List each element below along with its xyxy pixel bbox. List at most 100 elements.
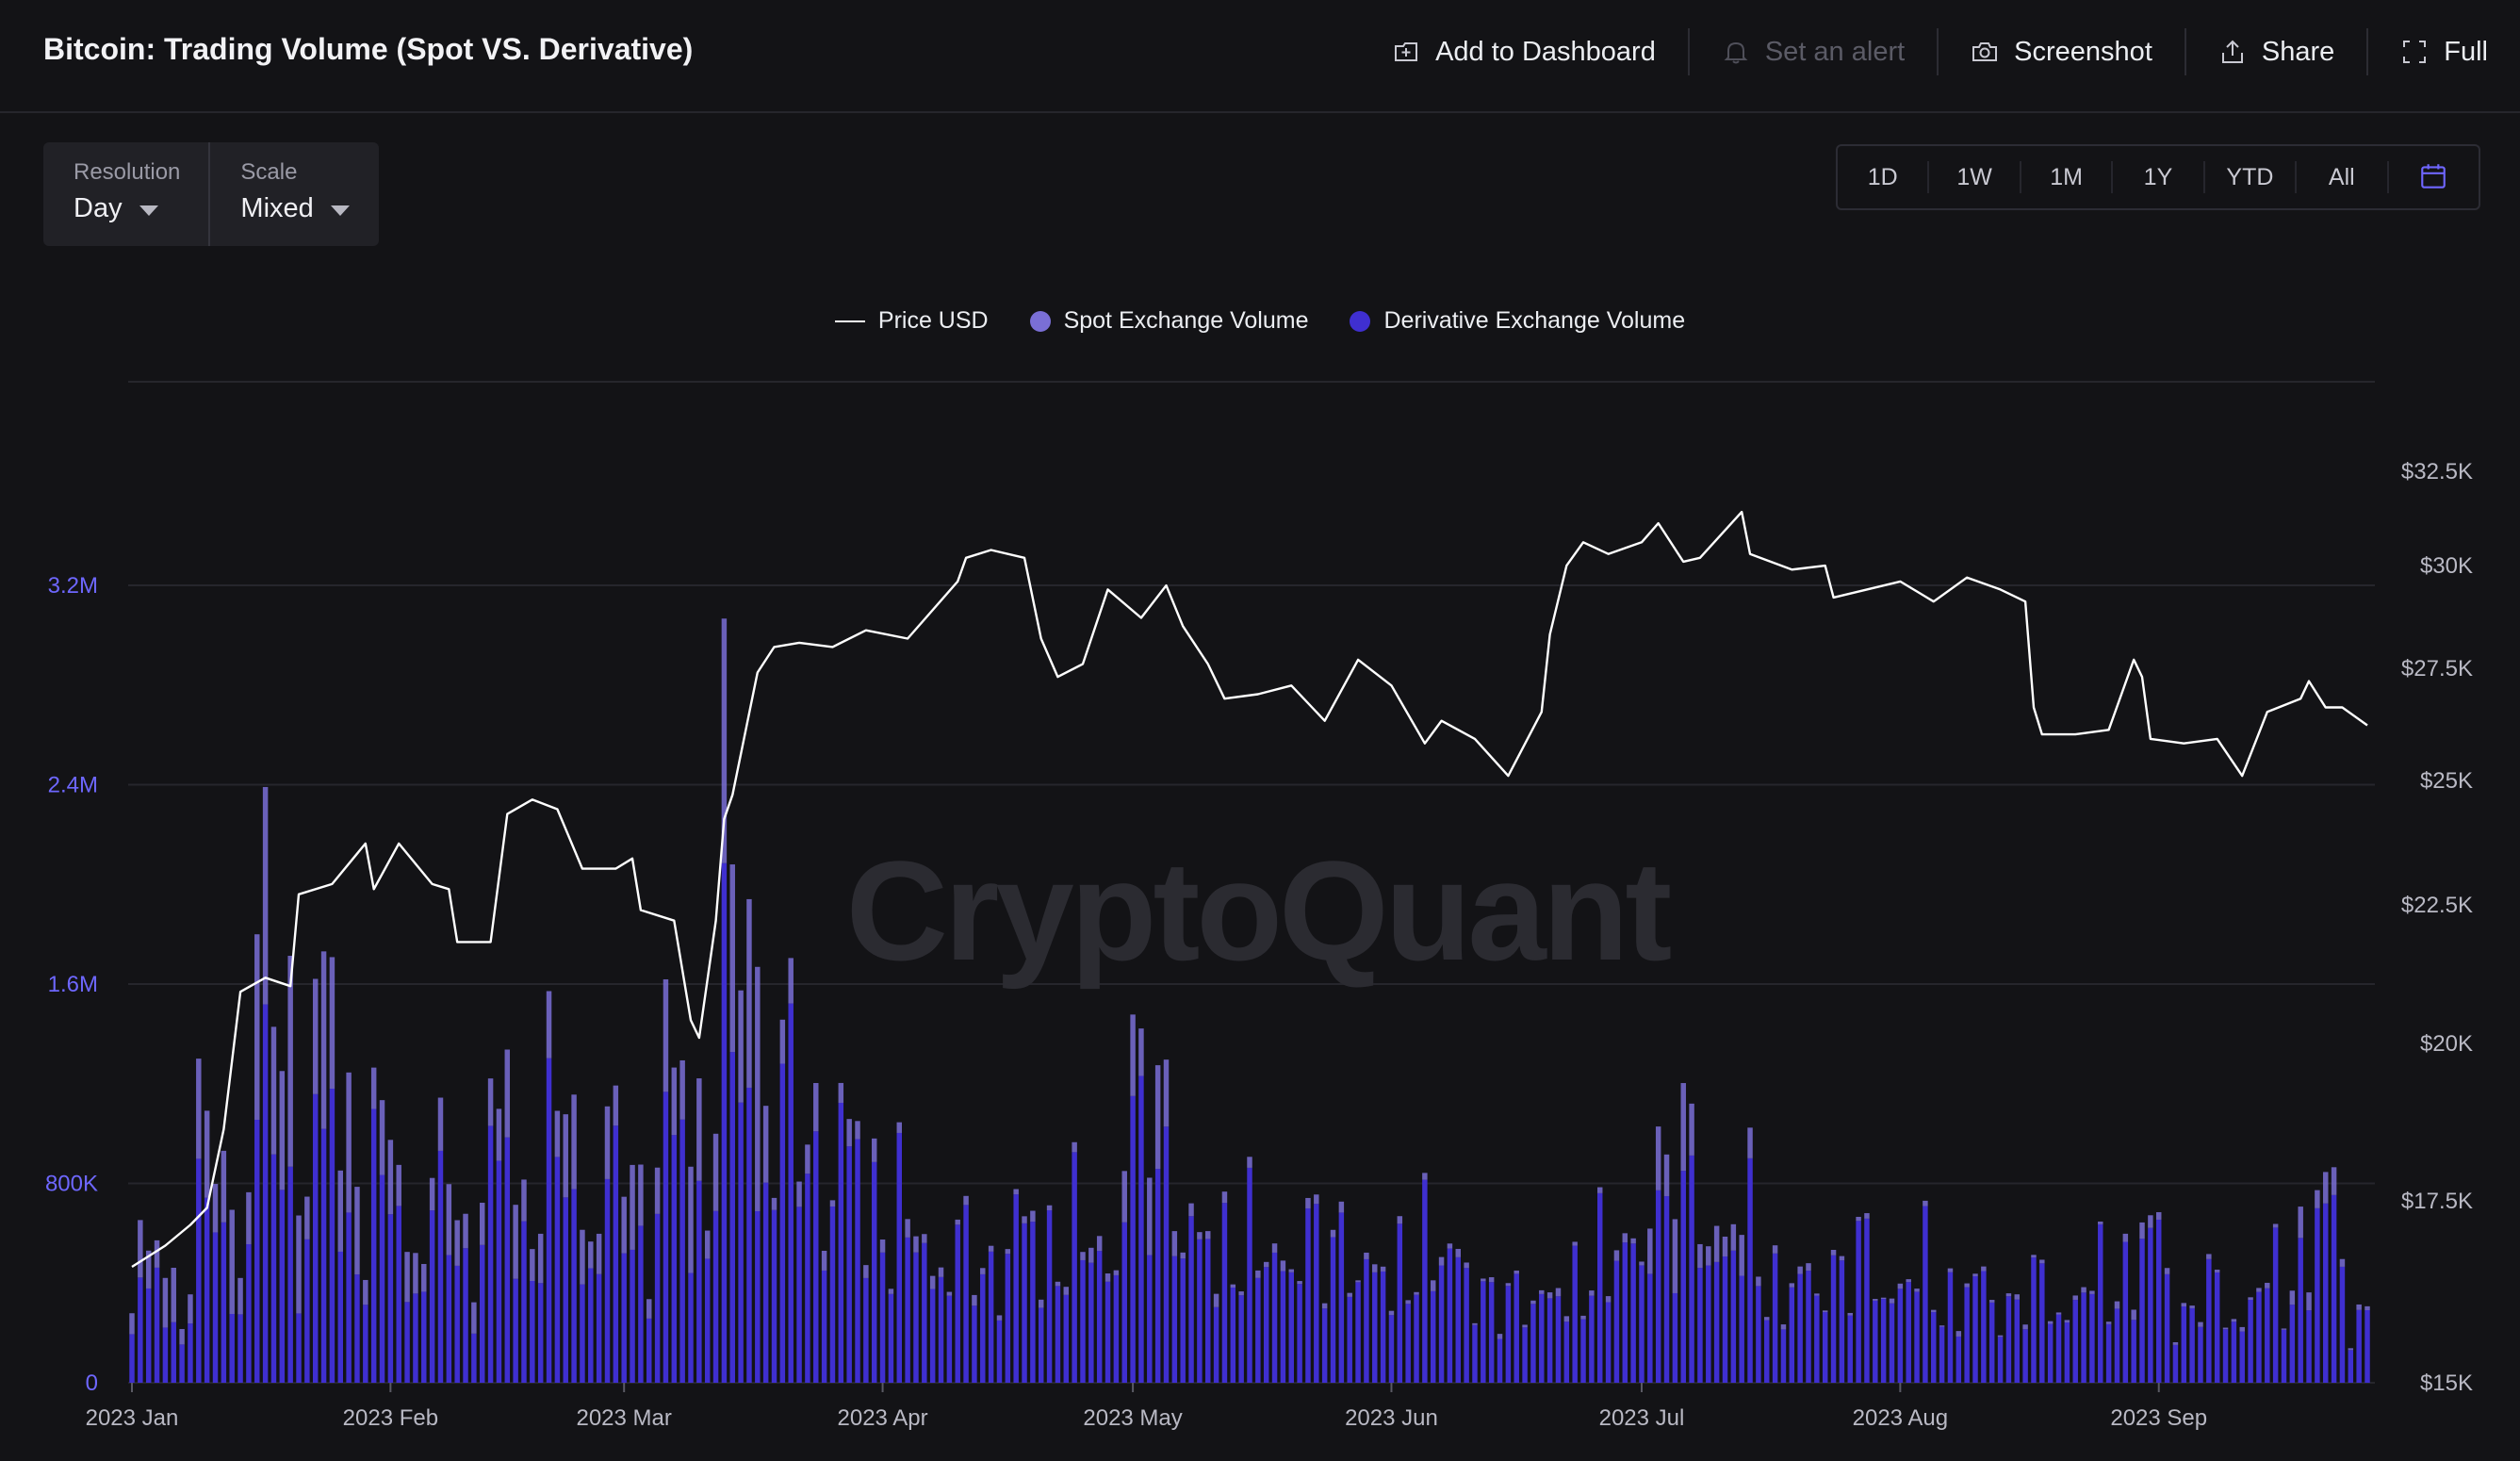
derivative-volume-bar bbox=[871, 1161, 877, 1383]
derivative-volume-bar bbox=[2272, 1227, 2279, 1383]
spot-volume-bar bbox=[196, 1059, 202, 1159]
derivative-volume-bar bbox=[171, 1321, 176, 1383]
spot-volume-bar bbox=[1297, 1281, 1302, 1285]
spot-volume-bar bbox=[471, 1302, 477, 1334]
spot-volume-bar bbox=[2172, 1341, 2179, 1345]
date-picker-button[interactable] bbox=[2389, 161, 2479, 193]
derivative-volume-bar bbox=[1055, 1286, 1061, 1383]
fullscreen-icon bbox=[2403, 41, 2427, 63]
derivative-volume-bar bbox=[1689, 1155, 1694, 1383]
range-1y-button[interactable]: 1Y bbox=[2113, 161, 2205, 193]
range-ytd-button[interactable]: YTD bbox=[2205, 161, 2298, 193]
spot-volume-bar bbox=[588, 1241, 594, 1269]
range-all-button[interactable]: All bbox=[2297, 161, 2389, 193]
derivative-volume-bar bbox=[1230, 1288, 1236, 1383]
spot-volume-bar bbox=[1797, 1266, 1803, 1274]
derivative-volume-bar bbox=[496, 1160, 502, 1383]
spot-volume-bar bbox=[696, 1078, 702, 1181]
derivative-volume-bar bbox=[646, 1318, 652, 1383]
spot-volume-bar bbox=[2139, 1222, 2145, 1239]
spot-volume-bar bbox=[2164, 1268, 2170, 1274]
derivative-volume-bar bbox=[2039, 1263, 2045, 1383]
derivative-volume-bar bbox=[2331, 1194, 2337, 1383]
derivative-volume-bar bbox=[454, 1265, 460, 1383]
spot-volume-bar bbox=[1530, 1300, 1536, 1305]
add-to-dashboard-button[interactable]: Add to Dashboard bbox=[1360, 28, 1688, 75]
derivative-volume-bar bbox=[888, 1293, 894, 1383]
x-tick-label: 2023 Sep bbox=[2110, 1405, 2207, 1431]
derivative-volume-bar bbox=[938, 1276, 944, 1383]
spot-volume-bar bbox=[320, 951, 327, 1129]
spot-volume-bar bbox=[1563, 1316, 1570, 1322]
resolution-dropdown[interactable]: Resolution Day bbox=[43, 142, 208, 246]
derivative-volume-bar bbox=[1080, 1259, 1086, 1383]
derivative-volume-bar bbox=[1364, 1258, 1369, 1383]
spot-volume-bar bbox=[638, 1164, 644, 1226]
range-1w-button[interactable]: 1W bbox=[1929, 161, 2021, 193]
derivative-volume-bar bbox=[2014, 1299, 2021, 1383]
spot-volume-bar bbox=[1488, 1277, 1495, 1283]
scale-dropdown[interactable]: Scale Mixed bbox=[208, 142, 377, 246]
derivative-volume-bar bbox=[2148, 1227, 2153, 1383]
derivative-volume-bar bbox=[1038, 1307, 1044, 1383]
spot-volume-bar bbox=[712, 1133, 719, 1211]
screenshot-button[interactable]: Screenshot bbox=[1937, 28, 2185, 75]
fullscreen-button[interactable]: Full bbox=[2366, 28, 2520, 75]
spot-volume-bar bbox=[1055, 1281, 1061, 1287]
chart-controls: Resolution Day Scale Mixed bbox=[43, 142, 379, 246]
legend-item-derivative[interactable]: Derivative Exchange Volume bbox=[1350, 307, 1685, 335]
spot-volume-bar bbox=[1647, 1228, 1653, 1274]
spot-volume-bar bbox=[138, 1220, 143, 1278]
derivative-volume-bar bbox=[287, 1166, 293, 1383]
spot-volume-bar bbox=[2356, 1304, 2362, 1310]
spot-volume-bar bbox=[1830, 1250, 1837, 1256]
spot-volume-bar bbox=[312, 978, 319, 1094]
derivative-volume-bar bbox=[1280, 1271, 1286, 1383]
spot-volume-bar bbox=[1455, 1248, 1462, 1257]
spot-volume-bar bbox=[1072, 1141, 1077, 1153]
derivative-volume-bar bbox=[2072, 1300, 2078, 1383]
spot-volume-bar bbox=[1230, 1284, 1236, 1289]
derivative-volume-bar bbox=[1314, 1204, 1319, 1383]
derivative-volume-bar bbox=[2131, 1320, 2136, 1383]
derivative-volume-bar bbox=[2164, 1273, 2170, 1383]
range-1m-button[interactable]: 1M bbox=[2021, 161, 2114, 193]
derivative-volume-bar bbox=[1472, 1324, 1478, 1383]
legend-item-price[interactable]: Price USD bbox=[834, 307, 989, 335]
spot-volume-bar bbox=[2031, 1255, 2037, 1258]
spot-volume-bar bbox=[1906, 1279, 1911, 1283]
spot-volume-bar bbox=[2248, 1297, 2253, 1300]
spot-volume-bar bbox=[1997, 1335, 2004, 1338]
spot-volume-bar bbox=[1355, 1280, 1361, 1283]
derivative-volume-bar bbox=[913, 1252, 919, 1383]
spot-volume-bar bbox=[554, 1110, 561, 1157]
x-tick-label: 2023 Feb bbox=[343, 1405, 438, 1431]
spot-volume-bar bbox=[379, 1100, 385, 1175]
spot-volume-bar bbox=[404, 1252, 410, 1303]
y-left-tick-label: 1.6M bbox=[48, 972, 98, 997]
derivative-volume-bar bbox=[1380, 1271, 1386, 1383]
legend-item-spot[interactable]: Spot Exchange Volume bbox=[1029, 307, 1308, 335]
derivative-volume-bar bbox=[630, 1249, 635, 1383]
derivative-volume-bar bbox=[1297, 1284, 1302, 1383]
spot-volume-bar bbox=[2105, 1321, 2112, 1324]
derivative-volume-bar bbox=[479, 1244, 485, 1383]
spot-volume-bar bbox=[1481, 1278, 1486, 1282]
spot-volume-bar bbox=[1689, 1103, 1694, 1156]
set-alert-button[interactable]: Set an alert bbox=[1687, 28, 1937, 75]
share-button[interactable]: Share bbox=[2184, 28, 2366, 75]
spot-volume-bar bbox=[2265, 1282, 2270, 1289]
spot-volume-bar bbox=[2256, 1288, 2262, 1292]
range-1d-button[interactable]: 1D bbox=[1838, 161, 1930, 193]
spot-volume-bar bbox=[762, 1106, 769, 1183]
derivative-volume-bar bbox=[671, 1135, 678, 1383]
derivative-volume-bar bbox=[1522, 1327, 1528, 1383]
spot-volume-bar bbox=[296, 1215, 302, 1314]
derivative-volume-bar bbox=[1013, 1194, 1019, 1383]
derivative-volume-bar bbox=[980, 1273, 986, 1383]
spot-volume-bar bbox=[304, 1196, 310, 1239]
spot-volume-bar bbox=[1321, 1303, 1328, 1309]
spot-volume-bar bbox=[2231, 1319, 2237, 1322]
spot-volume-bar bbox=[2155, 1212, 2162, 1220]
spot-volume-bar bbox=[154, 1239, 160, 1268]
